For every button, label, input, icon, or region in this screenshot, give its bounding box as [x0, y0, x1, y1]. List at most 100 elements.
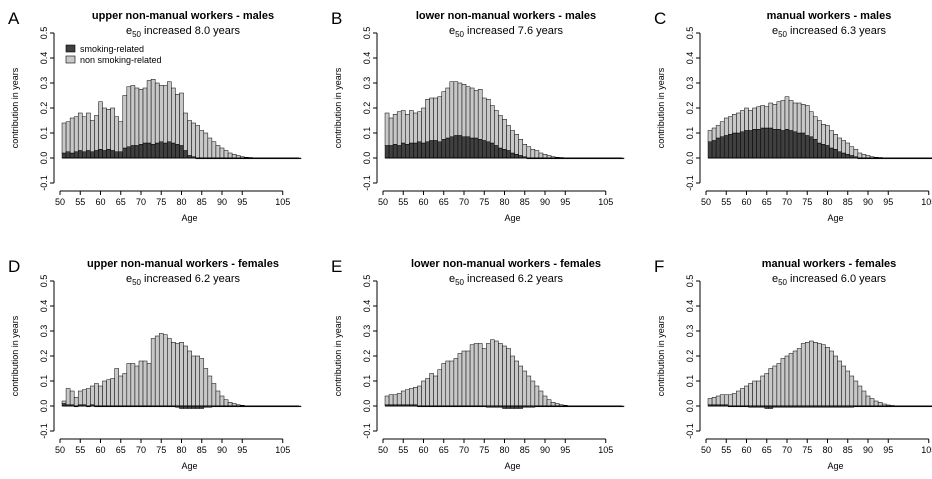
bar-non-smoking-related: [211, 383, 217, 407]
bar-non-smoking-related: [231, 154, 237, 159]
bar-smoking-related: [457, 135, 463, 159]
bar-smoking-related: [833, 149, 838, 159]
x-tick-label: 55: [75, 445, 85, 455]
bar-smoking-related: [163, 142, 168, 159]
panel-title: manual workers - females: [762, 258, 897, 270]
panel-letter: D: [8, 257, 20, 276]
bar-non-smoking-related: [764, 106, 770, 129]
bar-smoking-related: [711, 140, 717, 159]
bar-non-smoking-related: [522, 144, 528, 157]
bar-non-smoking-related: [98, 101, 103, 150]
bar-smoking-related: [732, 132, 737, 159]
bar-smoking-related: [841, 152, 846, 159]
x-tick-label: 60: [95, 197, 105, 207]
bar-smoking-related: [392, 144, 398, 159]
bar-non-smoking-related: [384, 112, 390, 146]
bar-smoking-related: [158, 141, 164, 159]
bar-smoking-related: [813, 139, 818, 159]
bar-non-smoking-related: [114, 368, 119, 407]
bar-non-smoking-related: [187, 350, 192, 407]
y-axis-label: contribution in years: [333, 67, 343, 148]
y-tick-label: 0.5: [685, 275, 695, 288]
bar-non-smoking-related: [486, 343, 491, 407]
bar-non-smoking-related: [158, 85, 164, 142]
bar-non-smoking-related: [728, 116, 733, 135]
bar-non-smoking-related: [449, 81, 455, 137]
bar-non-smoking-related: [90, 385, 95, 405]
x-tick-label: 90: [863, 445, 873, 455]
bar-non-smoking-related: [768, 102, 774, 129]
bar-smoking-related: [736, 132, 741, 159]
bar-non-smoking-related: [510, 130, 515, 154]
bar-non-smoking-related: [191, 355, 196, 407]
x-tick-label: 60: [95, 445, 105, 455]
bar-smoking-related: [804, 135, 810, 159]
bar-smoking-related: [768, 127, 774, 159]
panel-letter: F: [654, 257, 664, 276]
x-tick-label: 65: [116, 197, 126, 207]
x-axis-label: Age: [827, 461, 843, 471]
x-tick-label: 80: [499, 445, 509, 455]
x-tick-label: 105: [921, 445, 932, 455]
bar-non-smoking-related: [405, 114, 410, 145]
bar-non-smoking-related: [465, 86, 471, 137]
y-tick-label: 0.4: [685, 52, 695, 65]
bar-smoking-related: [61, 152, 67, 159]
bar-non-smoking-related: [392, 394, 398, 405]
bar-smoking-related: [421, 142, 426, 159]
bar-non-smoking-related: [800, 104, 806, 134]
panel-title: upper non-manual workers - females: [87, 258, 279, 270]
bar-non-smoking-related: [728, 394, 733, 407]
bar-smoking-related: [502, 149, 507, 159]
bar-non-smoking-related: [723, 117, 729, 136]
bar-smoking-related: [142, 142, 148, 159]
bar-non-smoking-related: [732, 393, 737, 407]
bar-non-smoking-related: [825, 125, 830, 146]
bar-non-smoking-related: [167, 338, 172, 407]
x-tick-label: 70: [782, 445, 792, 455]
bar-non-smoking-related: [518, 365, 523, 407]
bar-smoking-related: [744, 130, 749, 159]
bar-non-smoking-related: [861, 154, 867, 159]
bar-non-smoking-related: [211, 141, 217, 159]
panel-letter: E: [331, 257, 342, 276]
bar-non-smoking-related: [69, 117, 75, 154]
bar-non-smoking-related: [405, 389, 410, 405]
bar-smoking-related: [405, 144, 410, 159]
bar-non-smoking-related: [534, 385, 540, 407]
bar-non-smoking-related: [203, 132, 209, 159]
bar-smoking-related: [748, 130, 753, 159]
bar-non-smoking-related: [857, 152, 863, 159]
bar-smoking-related: [179, 145, 184, 159]
bar-smoking-related: [752, 129, 757, 159]
bar-non-smoking-related: [494, 340, 499, 407]
bar-smoking-related: [130, 145, 136, 159]
bar-non-smoking-related: [707, 398, 713, 405]
y-tick-label: 0.2: [685, 350, 695, 363]
bar-smoking-related: [110, 150, 115, 159]
y-tick-label: 0.1: [685, 127, 695, 140]
bar-non-smoking-related: [498, 115, 503, 149]
bar-non-smoking-related: [409, 388, 414, 405]
bar-smoking-related: [494, 145, 499, 159]
panel-subtitle: e50 increased 6.2 years: [126, 273, 241, 287]
bar-smoking-related: [845, 154, 851, 159]
bar-non-smoking-related: [490, 339, 495, 407]
bar-non-smoking-related: [526, 375, 532, 407]
y-tick-label: 0.1: [39, 375, 49, 388]
subtitle-e: e: [126, 25, 132, 37]
bar-non-smoking-related: [191, 122, 196, 157]
subtitle-subscript: 50: [778, 30, 787, 39]
bar-non-smoking-related: [792, 102, 798, 132]
x-tick-label: 80: [822, 445, 832, 455]
bar-non-smoking-related: [780, 358, 786, 407]
x-tick-label: 75: [479, 197, 489, 207]
bar-smoking-related: [490, 142, 495, 159]
panel-letter: A: [8, 9, 20, 28]
bar-non-smoking-related: [195, 125, 200, 159]
x-tick-label: 80: [499, 197, 509, 207]
legend-label: smoking-related: [80, 44, 144, 54]
bar-smoking-related: [837, 151, 842, 159]
y-axis-label: contribution in years: [10, 315, 20, 396]
